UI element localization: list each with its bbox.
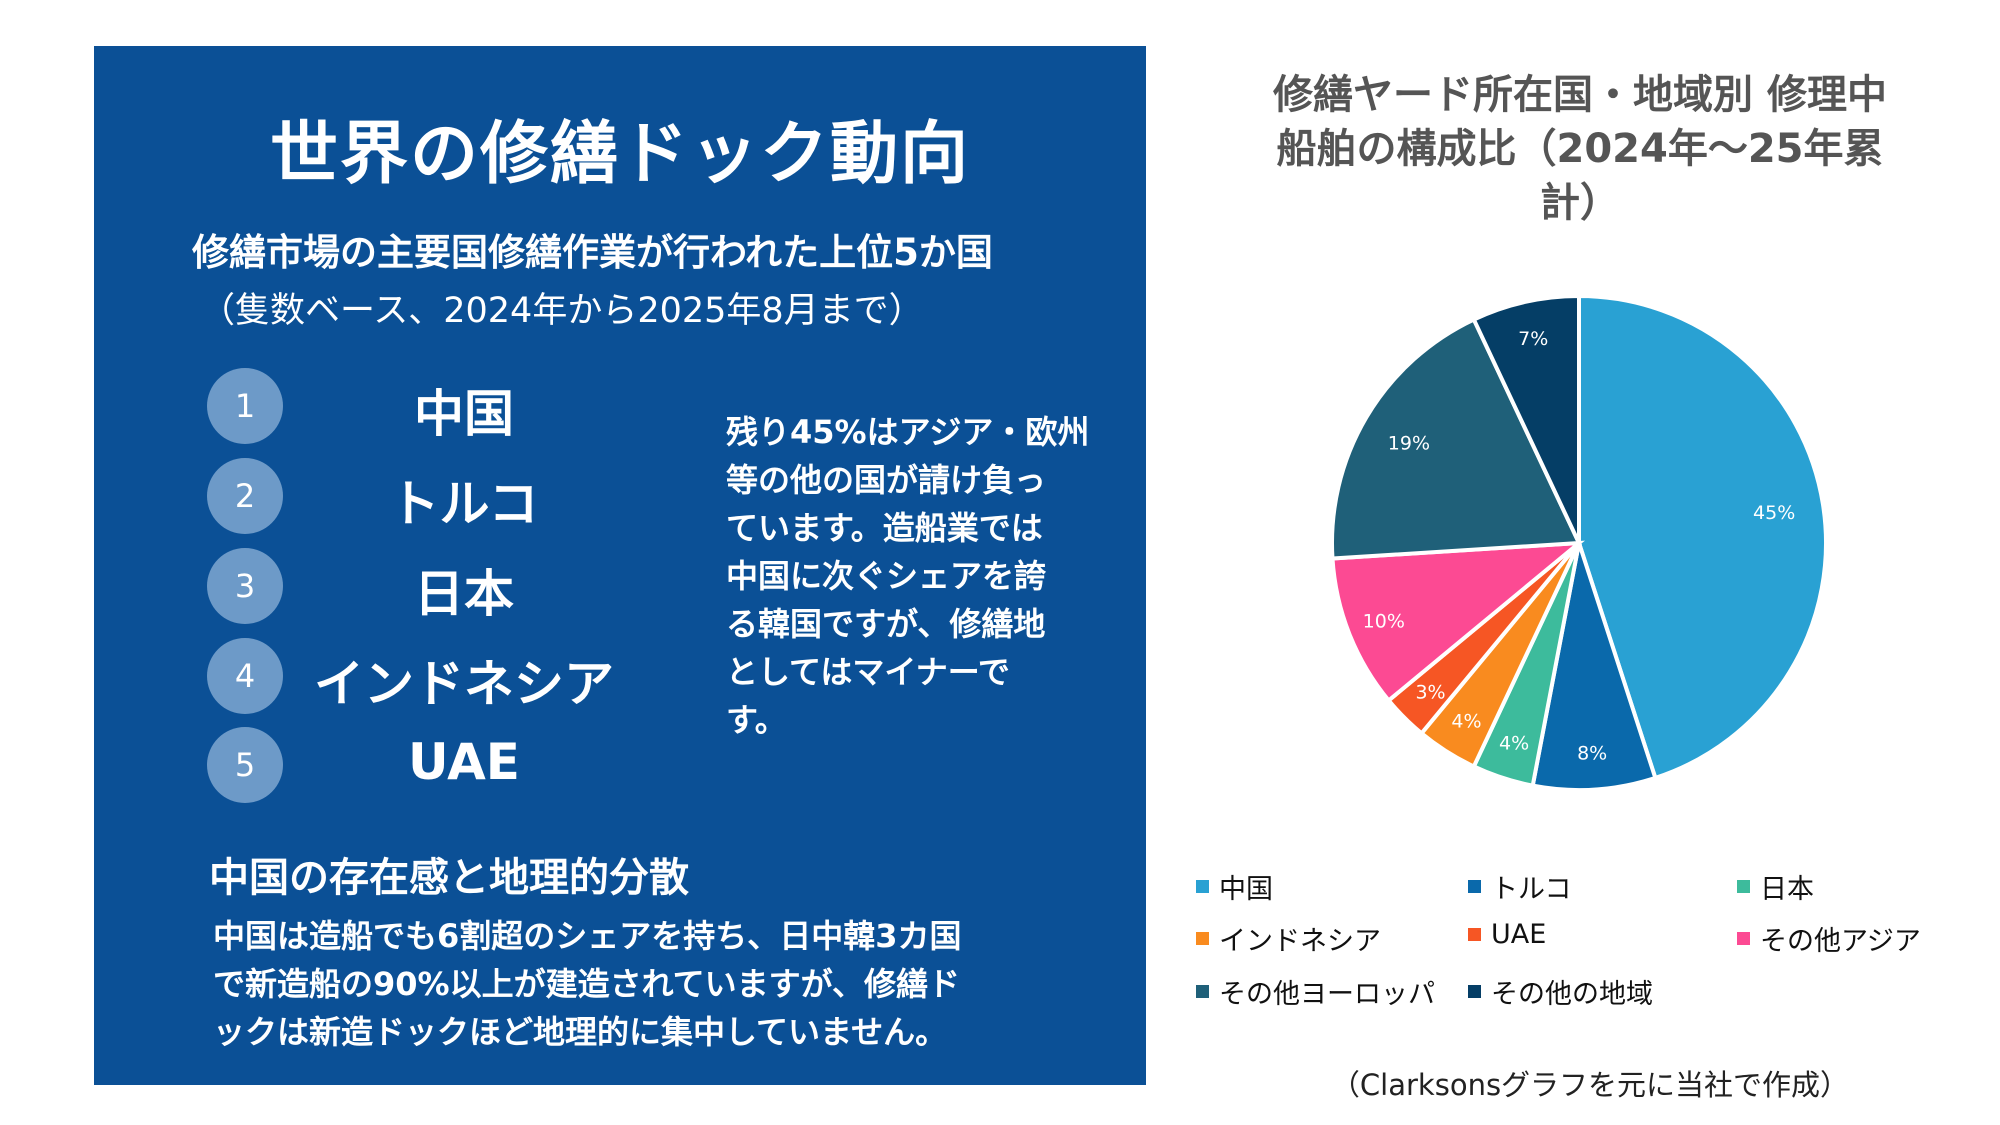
ranked-country: インドネシア [314,655,614,713]
legend-swatch [1468,880,1481,893]
pie-slice [1471,293,1581,544]
note-text: 残り45%はアジア・欧州 等の他の国が請け負っ ています。造船業では 中国に次ぐシェア… [726,408,1089,744]
legend-swatch [1196,932,1209,945]
legend-label: その他アジア [1760,926,1921,957]
legend-item: その他ヨーロッパ [1196,972,1435,1011]
legend-label: その他ヨーロッパ [1219,979,1435,1010]
text-line: 中国は造船でも6割超のシェアを持ち、日中韓3カ国 [213,917,962,955]
legend-item: 日本 [1737,867,1814,906]
slice-label: 45% [1753,502,1795,524]
text-line: で新造船の90%以上が建造されていますが、修繕ド [213,965,960,1003]
legend-swatch [1196,880,1209,893]
text-line: す。 [726,701,787,739]
ranked-country: UAE [408,733,520,791]
rank-badge: 2 [207,458,283,534]
legend-label: 日本 [1760,874,1814,905]
text-line: る韓国ですが、修繕地 [726,605,1046,643]
legend-swatch [1737,880,1750,893]
slice-label: 7% [1518,328,1548,350]
pie-slice [1577,293,1829,781]
legend-label: その他の地域 [1491,979,1653,1010]
rank-badge: 3 [207,548,283,624]
section-body: 中国は造船でも6割超のシェアを持ち、日中韓3カ国 で新造船の90%以上が建造されて… [213,912,962,1056]
text-line: としてはマイナーで [726,653,1010,691]
text-line: 残り45%はアジア・欧州 [726,413,1090,451]
source-note: （Clarksonsグラフを元に当社で作成） [1330,1068,1850,1102]
text-line: 修繕ヤード所在国・地域別 修理中 [1273,72,1887,118]
legend-swatch [1196,985,1209,998]
legend-item: インドネシア [1196,919,1381,958]
chart-title: 修繕ヤード所在国・地域別 修理中 船舶の構成比（2024年～25年累 計） [1240,68,1920,230]
slice-label: 4% [1499,733,1529,755]
slice-label: 8% [1577,743,1607,765]
section-heading: 中国の存在感と地理的分散 [209,855,689,901]
legend-swatch [1468,985,1481,998]
slice-label: 19% [1388,432,1430,454]
text-line: 中国に次ぐシェアを誇 [726,557,1047,595]
rank-badge: 4 [207,638,283,714]
pie-slice [1530,542,1658,792]
text-line: ックは新造ドックほど地理的に集中していません。 [213,1013,948,1051]
ranked-country: 中国 [414,385,514,443]
panel-title: 世界の修繕ドック動向 [269,115,970,194]
text-line: 船舶の構成比（2024年～25年累 [1276,126,1884,172]
legend-label: トルコ [1491,874,1572,905]
slice-label: 10% [1363,610,1405,632]
rank-badge: 5 [207,727,283,803]
legend-item: 中国 [1196,867,1273,906]
legend-item: UAE [1468,919,1546,950]
slice-label: 4% [1451,710,1481,732]
legend-swatch [1468,928,1481,941]
panel-subtitle-note: （隻数ベース、2024年から2025年8月まで） [200,291,924,331]
pie-slice [1330,540,1586,704]
slice-label: 3% [1415,681,1445,703]
legend-label: UAE [1491,919,1547,950]
ranked-country: トルコ [389,475,539,533]
text-line: ています。造船業では [726,509,1043,547]
pie-slice [1330,316,1583,561]
rank-badge: 1 [207,368,283,444]
legend-label: インドネシア [1219,926,1381,957]
legend-item: その他の地域 [1468,972,1653,1011]
ranked-country: 日本 [414,565,514,623]
text-line: 計） [1540,180,1620,226]
legend-swatch [1737,932,1750,945]
legend-label: 中国 [1219,874,1273,905]
panel-subtitle: 修繕市場の主要国修繕作業が行われた上位5か国 [192,231,993,274]
legend-item: トルコ [1468,867,1571,906]
legend-item: その他アジア [1737,919,1921,958]
text-line: 等の他の国が請け負っ [726,461,1047,499]
